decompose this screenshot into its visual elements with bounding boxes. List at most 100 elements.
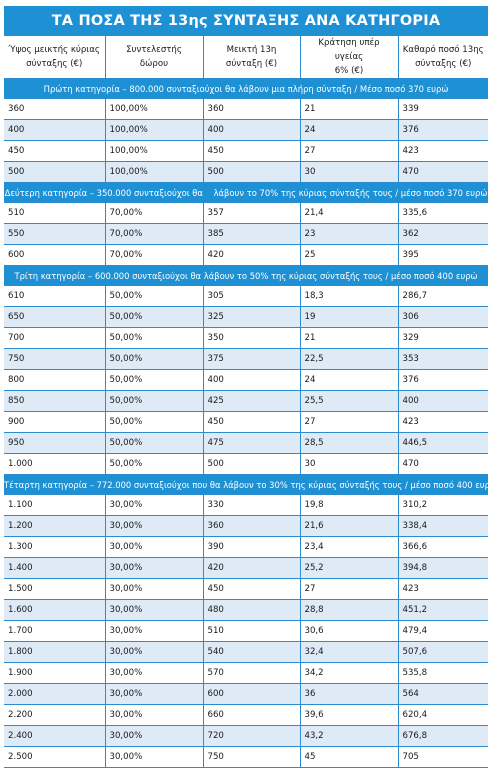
cell-gross-pension: 1.800 <box>4 641 106 663</box>
cell-gross-13th: 390 <box>203 536 301 558</box>
table-row: 1.200 30,00% 360 21,6 338,4 <box>4 515 488 537</box>
cell-health-deduction: 22,5 <box>300 348 399 370</box>
cell-gross-13th: 600 <box>203 683 301 705</box>
cell-net-13th: 286,7 <box>398 285 488 307</box>
cell-net-13th: 446,5 <box>398 432 488 454</box>
cell-gross-pension: 600 <box>4 244 106 266</box>
cell-gross-13th: 475 <box>203 432 301 454</box>
cell-net-13th: 335,6 <box>398 202 488 224</box>
cell-bonus-rate: 100,00% <box>105 140 204 162</box>
cell-gross-pension: 750 <box>4 348 106 370</box>
cell-net-13th: 423 <box>398 411 488 433</box>
cell-health-deduction: 19 <box>300 306 399 328</box>
cell-health-deduction: 21 <box>300 327 399 349</box>
cell-health-deduction: 27 <box>300 411 399 433</box>
cell-gross-13th: 540 <box>203 641 301 663</box>
cell-gross-pension: 1.500 <box>4 578 106 600</box>
cell-gross-pension: 650 <box>4 306 106 328</box>
cell-net-13th: 705 <box>398 746 488 768</box>
cell-gross-pension: 1.300 <box>4 536 106 558</box>
cell-health-deduction: 23,4 <box>300 536 399 558</box>
cell-health-deduction: 21,6 <box>300 515 399 537</box>
cell-bonus-rate: 50,00% <box>105 306 204 328</box>
table-row: 850 50,00% 425 25,5 400 <box>4 390 488 412</box>
cell-health-deduction: 30 <box>300 161 399 183</box>
table-row: 600 70,00% 420 25 395 <box>4 244 488 266</box>
header-line: σύνταξης (€) <box>26 59 83 69</box>
header-health-deduction: Κράτηση υπέρ υγείας 6% (€) <box>300 36 399 79</box>
cell-gross-pension: 2.200 <box>4 704 106 726</box>
cell-gross-pension: 950 <box>4 432 106 454</box>
cell-health-deduction: 24 <box>300 119 399 141</box>
cell-bonus-rate: 50,00% <box>105 327 204 349</box>
table-row: 700 50,00% 350 21 329 <box>4 327 488 349</box>
header-line: 6% (€) <box>334 66 364 76</box>
table-row: 1.700 30,00% 510 30,6 479,4 <box>4 620 488 642</box>
cell-gross-pension: 1.400 <box>4 557 106 579</box>
cell-bonus-rate: 30,00% <box>105 662 204 684</box>
category-label: Τέταρτη κατηγορία – 772.000 συνταξιούχοι… <box>4 474 488 495</box>
cell-gross-13th: 350 <box>203 327 301 349</box>
category-row: Τρίτη κατηγορία – 600.000 συνταξιούχοι θ… <box>4 265 488 286</box>
cell-health-deduction: 30 <box>300 453 399 475</box>
cell-gross-pension: 1.200 <box>4 515 106 537</box>
table-row: 360 100,00% 360 21 339 <box>4 98 488 120</box>
cell-net-13th: 470 <box>398 453 488 475</box>
cell-gross-13th: 720 <box>203 725 301 747</box>
header-line: Ύψος μεικτής κύριας <box>8 45 100 55</box>
cell-health-deduction: 45 <box>300 746 399 768</box>
cell-bonus-rate: 30,00% <box>105 641 204 663</box>
cell-bonus-rate: 30,00% <box>105 746 204 768</box>
cell-gross-pension: 450 <box>4 140 106 162</box>
cell-gross-pension: 850 <box>4 390 106 412</box>
table-row: 650 50,00% 325 19 306 <box>4 306 488 328</box>
cell-net-13th: 310,2 <box>398 494 488 516</box>
cell-bonus-rate: 30,00% <box>105 599 204 621</box>
table-row: 1.800 30,00% 540 32,4 507,6 <box>4 641 488 663</box>
cell-gross-pension: 1.600 <box>4 599 106 621</box>
cell-gross-13th: 750 <box>203 746 301 768</box>
cell-gross-13th: 400 <box>203 369 301 391</box>
cell-gross-13th: 325 <box>203 306 301 328</box>
table-row: 1.500 30,00% 450 27 423 <box>4 578 488 600</box>
cell-bonus-rate: 100,00% <box>105 161 204 183</box>
cell-gross-13th: 385 <box>203 223 301 245</box>
cell-bonus-rate: 50,00% <box>105 348 204 370</box>
cell-gross-pension: 1.100 <box>4 494 106 516</box>
header-line: Συντελεστής <box>126 45 182 55</box>
cell-gross-13th: 500 <box>203 453 301 475</box>
table-row: 1.900 30,00% 570 34,2 535,8 <box>4 662 488 684</box>
cell-net-13th: 676,8 <box>398 725 488 747</box>
cell-gross-pension: 1.700 <box>4 620 106 642</box>
cell-gross-pension: 2.400 <box>4 725 106 747</box>
cell-gross-pension: 400 <box>4 119 106 141</box>
header-net-13th: Καθαρό ποσό 13ης σύνταξης (€) <box>398 36 488 79</box>
header-line: Κράτηση υπέρ υγείας <box>318 38 380 62</box>
cell-bonus-rate: 30,00% <box>105 704 204 726</box>
cell-gross-13th: 450 <box>203 411 301 433</box>
header-line: Μεικτή 13η <box>226 45 277 55</box>
header-gross-pension: Ύψος μεικτής κύριας σύνταξης (€) <box>4 36 106 79</box>
cell-net-13th: 338,4 <box>398 515 488 537</box>
cell-net-13th: 564 <box>398 683 488 705</box>
cell-health-deduction: 39,6 <box>300 704 399 726</box>
category-label: Πρώτη κατηγορία – 800.000 συνταξιούχοι θ… <box>4 78 488 99</box>
table-header: Ύψος μεικτής κύριας σύνταξης (€) Συντελεσ… <box>4 36 488 79</box>
cell-net-13th: 339 <box>398 98 488 120</box>
cell-gross-pension: 2.500 <box>4 746 106 768</box>
cell-gross-13th: 420 <box>203 557 301 579</box>
cell-bonus-rate: 30,00% <box>105 725 204 747</box>
cell-health-deduction: 27 <box>300 140 399 162</box>
cell-bonus-rate: 50,00% <box>105 453 204 475</box>
cell-health-deduction: 36 <box>300 683 399 705</box>
cell-health-deduction: 34,2 <box>300 662 399 684</box>
header-line: σύνταξης (€) <box>415 59 472 69</box>
table-title: ΤΑ ΠΟΣΑ ΤΗΣ 13ης ΣΥΝΤΑΞΗΣ ΑΝΑ ΚΑΤΗΓΟΡΙΑ <box>4 6 488 36</box>
table-row: 1.300 30,00% 390 23,4 366,6 <box>4 536 488 558</box>
cell-gross-pension: 1.900 <box>4 662 106 684</box>
cell-health-deduction: 24 <box>300 369 399 391</box>
header-bonus-rate: Συντελεστής δώρου <box>105 36 204 79</box>
cell-health-deduction: 27 <box>300 578 399 600</box>
cell-gross-13th: 375 <box>203 348 301 370</box>
cell-net-13th: 306 <box>398 306 488 328</box>
